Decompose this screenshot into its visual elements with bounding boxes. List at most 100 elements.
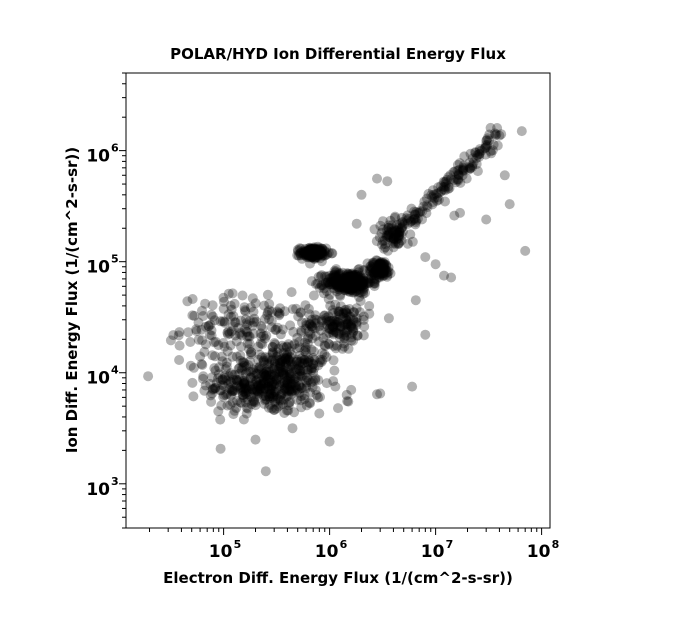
data-point — [303, 244, 314, 255]
data-point — [266, 403, 277, 414]
data-point — [267, 342, 278, 353]
data-point — [351, 316, 362, 327]
data-point — [366, 262, 377, 273]
data-point — [232, 376, 242, 386]
data-point — [343, 275, 354, 286]
data-point — [340, 285, 351, 296]
data-point — [206, 325, 217, 336]
data-point — [206, 396, 217, 407]
data-point — [333, 306, 344, 317]
data-point — [472, 150, 483, 161]
data-point — [305, 248, 316, 259]
data-point — [250, 387, 260, 397]
data-point — [299, 346, 310, 356]
data-point — [311, 390, 322, 400]
data-point — [354, 274, 365, 285]
x-tick-label-exponent: 5 — [234, 538, 242, 551]
data-point — [458, 166, 469, 176]
data-point — [347, 277, 357, 288]
data-point — [474, 149, 485, 160]
data-point — [378, 260, 389, 270]
data-point — [433, 188, 444, 199]
data-point — [242, 331, 253, 342]
data-point — [356, 189, 367, 200]
data-point — [287, 378, 298, 389]
data-point — [262, 373, 273, 384]
data-point — [344, 274, 355, 285]
data-point — [464, 162, 474, 173]
data-point — [266, 322, 277, 333]
data-point — [295, 307, 306, 318]
data-point — [274, 308, 285, 319]
data-point — [359, 265, 370, 276]
data-point — [263, 352, 274, 363]
data-point — [412, 213, 423, 224]
data-point — [316, 247, 327, 258]
data-point — [349, 275, 360, 286]
data-point — [356, 273, 367, 284]
data-point — [417, 206, 428, 217]
y-tick-label-base: 10 — [86, 480, 110, 500]
data-point — [481, 135, 492, 146]
data-point — [348, 274, 359, 285]
data-point — [325, 300, 336, 311]
data-point — [315, 253, 326, 264]
data-point — [205, 319, 216, 330]
data-point — [299, 246, 310, 257]
data-point — [383, 226, 394, 237]
data-point — [275, 361, 286, 372]
data-point — [375, 388, 386, 399]
data-point — [312, 245, 323, 255]
data-point — [222, 329, 233, 340]
data-point — [378, 267, 389, 278]
data-point — [443, 183, 454, 194]
data-point — [203, 321, 214, 332]
data-point — [308, 247, 318, 258]
data-point — [337, 275, 348, 286]
data-point — [277, 399, 288, 409]
data-point — [274, 310, 285, 321]
data-point — [263, 371, 274, 381]
data-point — [343, 268, 354, 279]
data-point — [227, 288, 238, 299]
data-point — [311, 245, 321, 256]
data-point — [217, 374, 228, 385]
data-point — [335, 281, 346, 292]
data-point — [258, 367, 269, 378]
data-point — [269, 387, 280, 398]
data-point — [276, 366, 287, 377]
data-point — [270, 396, 281, 407]
data-point — [253, 387, 263, 398]
data-point — [245, 381, 255, 392]
data-point — [333, 317, 344, 328]
data-point — [482, 140, 493, 150]
data-point — [275, 399, 286, 410]
data-point — [196, 324, 207, 335]
data-point — [340, 279, 351, 290]
data-point — [327, 324, 338, 335]
data-point — [275, 329, 286, 340]
data-point — [241, 384, 252, 395]
data-point — [250, 397, 261, 408]
data-point — [414, 207, 425, 218]
data-point — [334, 329, 345, 340]
data-point — [308, 358, 319, 369]
data-point — [263, 373, 273, 384]
data-point — [298, 247, 309, 258]
data-point — [207, 388, 218, 399]
data-point — [244, 389, 255, 399]
data-point — [247, 384, 258, 395]
data-point — [353, 271, 364, 282]
data-point — [347, 272, 358, 283]
data-point — [310, 373, 321, 384]
data-point — [231, 336, 242, 347]
data-point — [347, 285, 358, 296]
data-point — [329, 276, 340, 287]
data-point — [433, 182, 444, 193]
data-point — [270, 368, 281, 379]
data-point — [226, 390, 236, 401]
data-point — [235, 355, 246, 366]
data-point — [345, 287, 355, 297]
data-point — [252, 384, 263, 395]
data-point — [383, 231, 394, 242]
